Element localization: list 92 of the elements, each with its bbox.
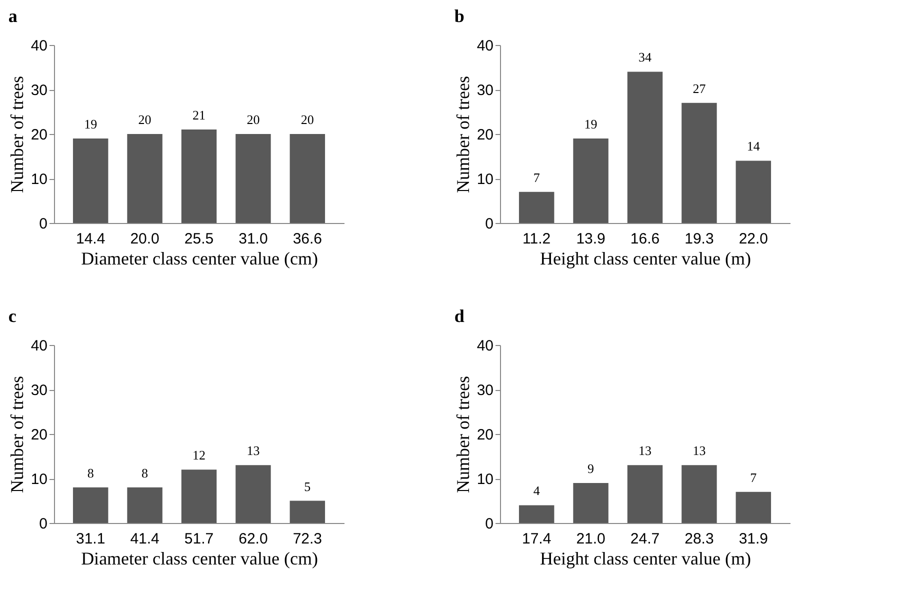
bar: [236, 134, 271, 223]
bar: [290, 500, 326, 523]
bar: [736, 160, 772, 223]
data-label: 21: [192, 108, 206, 123]
x-tick-label: 72.3: [292, 530, 322, 548]
y-axis-title: Number of trees: [6, 76, 27, 193]
bar: [682, 102, 717, 223]
x-tick-label: 19.3: [684, 230, 714, 248]
y-tick-label: 0: [485, 216, 494, 232]
y-tick-label: 0: [39, 216, 48, 232]
x-tick-label: 13.9: [576, 230, 606, 248]
y-tick-label: 40: [30, 338, 48, 354]
bar: [682, 465, 717, 523]
y-tick-label: 10: [30, 171, 48, 188]
x-tick-label: 31.0: [238, 230, 268, 248]
y-tick-label: 40: [476, 338, 494, 354]
data-label: 8: [87, 465, 94, 480]
data-label: 7: [533, 170, 540, 185]
data-label: 13: [246, 443, 260, 458]
y-tick-label: 10: [30, 471, 48, 488]
x-axis-title: Diameter class center value (cm): [81, 248, 318, 268]
data-label: 5: [304, 478, 311, 494]
bar: [518, 192, 554, 223]
y-tick-label: 10: [476, 471, 494, 488]
data-label: 8: [142, 465, 148, 480]
data-label: 20: [300, 112, 314, 127]
y-tick-label: 40: [30, 38, 48, 54]
bar: [127, 134, 162, 223]
x-tick-label: 22.0: [738, 230, 768, 248]
x-tick-label: 21.0: [576, 530, 606, 548]
data-label: 9: [588, 460, 594, 476]
bar: [127, 487, 162, 523]
y-tick-label: 30: [30, 82, 48, 99]
x-tick-label: 14.4: [76, 230, 106, 248]
y-tick-label: 40: [476, 38, 494, 54]
bar: [736, 492, 772, 523]
x-tick-label: 17.4: [522, 530, 552, 548]
y-tick-label: 30: [476, 82, 494, 99]
y-tick-label: 10: [476, 171, 494, 188]
x-tick-label: 24.7: [630, 530, 660, 548]
x-tick-label: 36.6: [292, 230, 322, 248]
data-label: 14: [746, 138, 760, 154]
y-axis-title: Number of trees: [452, 76, 473, 193]
x-tick-label: 20.0: [130, 230, 160, 248]
data-label: 20: [138, 112, 152, 127]
y-tick-label: 20: [476, 426, 494, 444]
bar: [518, 505, 554, 523]
data-label: 19: [84, 116, 98, 132]
y-tick-label: 20: [30, 126, 48, 144]
y-tick-label: 30: [476, 382, 494, 399]
data-label: 13: [638, 443, 652, 458]
data-label: 20: [246, 112, 260, 127]
y-tick-label: 20: [30, 426, 48, 444]
x-tick-label: 28.3: [684, 530, 714, 548]
y-tick-label: 30: [30, 382, 48, 399]
x-tick-label: 31.1: [76, 530, 106, 548]
data-label: 4: [533, 483, 540, 498]
y-axis-title: Number of trees: [452, 376, 473, 493]
data-label: 34: [638, 50, 652, 65]
x-tick-label: 62.0: [238, 530, 268, 548]
data-label: 12: [192, 448, 206, 463]
x-tick-label: 41.4: [130, 530, 160, 548]
x-axis-title: Diameter class center value (cm): [81, 548, 318, 568]
y-axis-title: Number of trees: [6, 376, 27, 493]
bar: [573, 482, 608, 523]
data-label: 19: [584, 116, 598, 132]
x-tick-label: 25.5: [184, 230, 214, 248]
bar: [181, 470, 217, 523]
bar: [627, 72, 663, 223]
x-tick-label: 16.6: [630, 230, 660, 248]
bar: [290, 134, 326, 223]
chart-title: a: [8, 6, 18, 26]
data-label: 7: [750, 470, 758, 485]
bar: [181, 130, 217, 223]
x-axis-title: Height class center value (m): [540, 548, 751, 568]
bar: [236, 465, 271, 523]
x-tick-label: 51.7: [184, 530, 214, 548]
y-tick-label: 0: [39, 516, 48, 532]
chart-title: d: [454, 306, 464, 326]
chart-title: c: [8, 306, 16, 326]
y-tick-label: 20: [476, 126, 494, 144]
x-tick-label: 11.2: [522, 230, 551, 248]
bar: [72, 487, 108, 523]
y-tick-label: 0: [485, 516, 494, 532]
bar: [627, 465, 663, 523]
data-label: 27: [692, 80, 706, 96]
data-label: 13: [692, 443, 706, 458]
chart-title: b: [454, 6, 464, 26]
x-axis-title: Height class center value (m): [540, 248, 751, 268]
bar: [72, 138, 108, 223]
bar: [573, 138, 608, 223]
x-tick-label: 31.9: [738, 530, 768, 548]
